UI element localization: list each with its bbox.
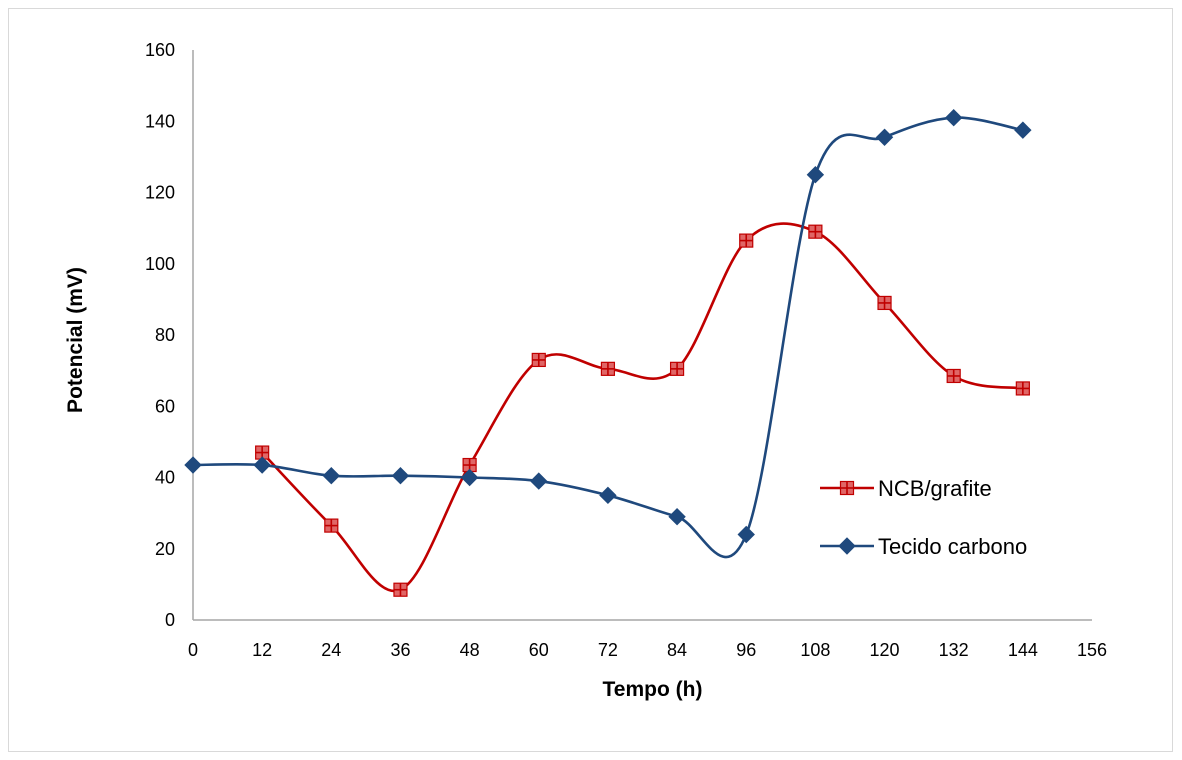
y-axis-title: Potencial (mV) [64,267,87,413]
data-point-series-1 [1015,381,1030,396]
y-tick-label: 160 [145,40,175,60]
x-tick-label: 108 [800,640,830,660]
y-tick-label: 20 [155,539,175,559]
data-point-series-1 [393,582,408,597]
y-tick-label: 100 [145,254,175,274]
data-point-series-2 [668,507,686,526]
data-point-series-2 [391,467,410,485]
x-tick-label: 156 [1077,640,1107,660]
data-point-series-1 [669,361,685,376]
data-point-series-1 [531,352,546,368]
y-tick-label: 0 [165,610,175,630]
x-tick-label: 72 [598,640,618,660]
y-tick-label: 40 [155,468,175,488]
x-tick-label: 60 [529,640,549,660]
x-axis-title: Tempo (h) [603,678,703,701]
data-point-series-2 [737,525,755,544]
x-tick-label: 96 [736,640,756,660]
x-tick-label: 120 [870,640,900,660]
data-point-series-2 [599,486,617,505]
data-point-series-1 [946,368,961,384]
y-tick-label: 140 [145,111,175,131]
x-tick-label: 84 [667,640,687,660]
data-point-series-1 [600,361,616,376]
x-tick-label: 24 [321,640,341,660]
data-point-series-2 [806,165,825,184]
chart-frame [8,8,1173,752]
data-point-series-2 [253,456,271,474]
y-tick-labels: 0 20 40 60 80 100 120 140 160 [145,40,175,630]
data-point-series-1 [808,224,823,239]
series-lines [192,116,1024,593]
data-point-series-2 [875,128,894,146]
series-line-2 [192,116,1024,559]
data-point-series-2 [1014,121,1032,139]
legend-label-1: NCB/grafite [878,476,992,501]
x-tick-label: 0 [188,640,198,660]
x-tick-label: 144 [1008,640,1038,660]
x-tick-label: 48 [460,640,480,660]
legend: NCB/grafite Tecido carbono [820,476,1027,559]
legend-marker-1 [839,480,855,496]
data-point-series-2 [944,108,963,127]
x-tick-labels: 0 12 24 36 48 60 72 84 96 108 120 132 144 156 [188,640,1107,660]
data-point-series-1 [877,295,892,311]
legend-label-2: Tecido carbono [878,534,1027,559]
legend-marker-2 [838,537,856,555]
series-markers [184,108,1032,597]
y-tick-label: 60 [155,396,175,416]
data-point-series-1 [739,233,754,248]
x-tick-label: 36 [390,640,410,660]
data-point-series-2 [322,467,341,485]
data-point-series-1 [324,518,339,533]
data-point-series-2 [530,472,548,490]
y-tick-label: 120 [145,183,175,203]
x-tick-label: 132 [939,640,969,660]
data-point-series-2 [460,468,479,487]
data-point-series-2 [184,456,202,474]
axes [192,50,1092,621]
y-tick-label: 80 [155,325,175,345]
x-tick-label: 12 [252,640,272,660]
